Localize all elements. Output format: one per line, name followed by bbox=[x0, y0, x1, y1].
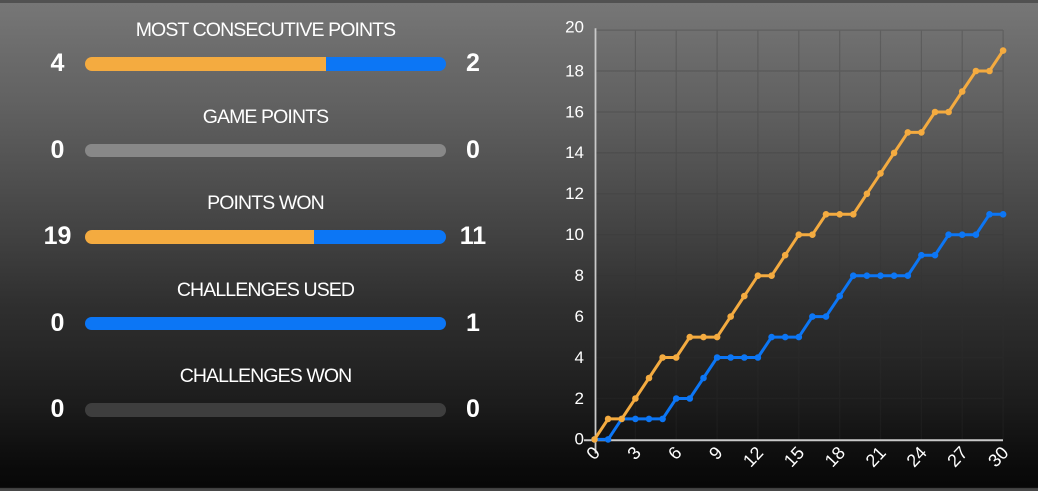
svg-text:6: 6 bbox=[664, 443, 685, 464]
svg-text:30: 30 bbox=[984, 443, 1012, 471]
svg-text:12: 12 bbox=[565, 184, 584, 203]
svg-text:3: 3 bbox=[623, 443, 644, 464]
svg-text:9: 9 bbox=[705, 443, 726, 464]
svg-text:18: 18 bbox=[821, 443, 849, 471]
svg-text:21: 21 bbox=[862, 443, 890, 471]
svg-text:15: 15 bbox=[780, 443, 808, 471]
svg-text:8: 8 bbox=[575, 266, 584, 285]
svg-text:27: 27 bbox=[943, 443, 971, 471]
svg-text:10: 10 bbox=[565, 225, 584, 244]
svg-text:24: 24 bbox=[903, 443, 931, 471]
svg-text:16: 16 bbox=[565, 102, 584, 121]
svg-text:14: 14 bbox=[565, 143, 584, 162]
svg-text:4: 4 bbox=[575, 348, 584, 367]
svg-text:2: 2 bbox=[575, 389, 584, 408]
svg-text:0: 0 bbox=[582, 443, 603, 464]
svg-text:12: 12 bbox=[739, 443, 767, 471]
svg-text:0: 0 bbox=[575, 430, 584, 449]
svg-text:20: 20 bbox=[565, 18, 584, 37]
svg-text:6: 6 bbox=[575, 307, 584, 326]
svg-text:18: 18 bbox=[565, 61, 584, 80]
